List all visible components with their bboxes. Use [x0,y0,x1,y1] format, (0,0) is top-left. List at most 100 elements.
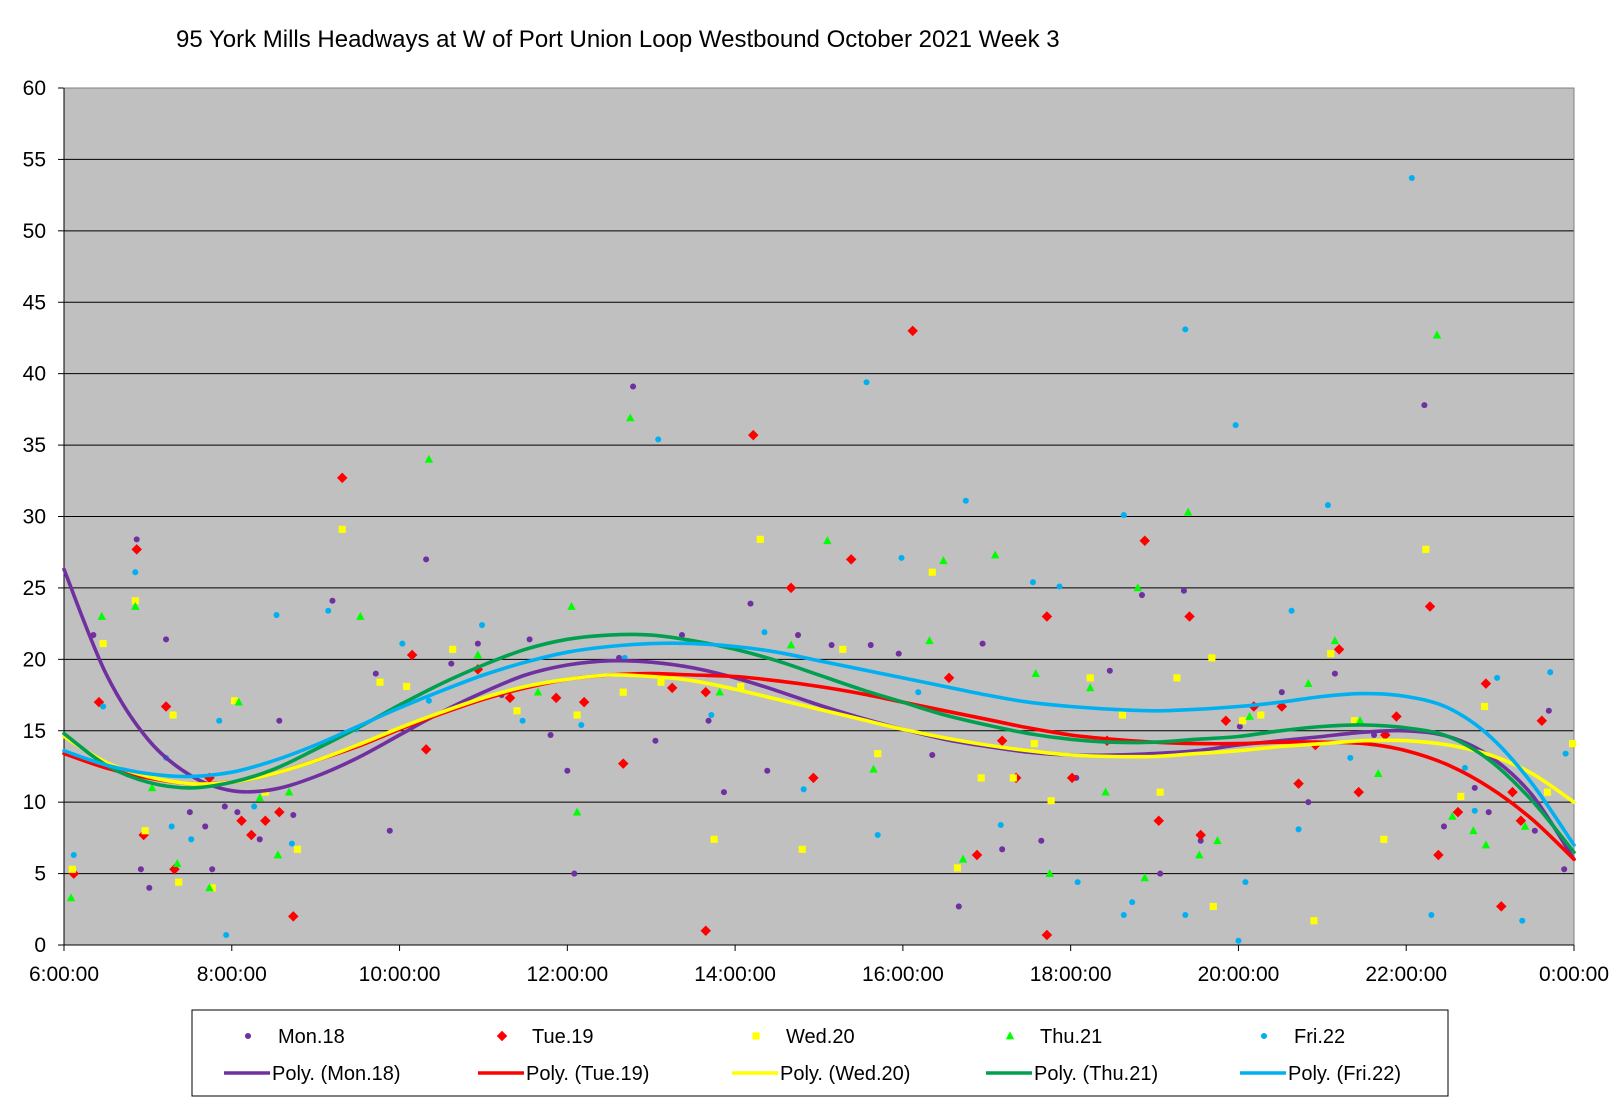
y-tick-label: 45 [23,291,46,314]
data-point [655,436,662,443]
legend-label: Poly. (Tue.19) [526,1063,649,1085]
legend-marker [1005,1031,1015,1040]
data-point [700,925,711,936]
data-point [1374,768,1383,777]
axes: 0 5 10 15 20 25 30 35 40 45 50 55 60 6:00:00 8:00:00 10… [23,77,1609,986]
data-point [863,379,870,386]
data-point [448,660,455,667]
data-point [356,611,365,620]
data-point [424,454,434,463]
data-point [221,803,228,810]
data-point [160,701,172,712]
data-point [1213,836,1222,845]
data-point [1197,837,1204,844]
y-tick-label: 50 [23,220,46,243]
data-point [1066,772,1078,784]
series-1 [90,383,1568,910]
data-point [962,497,969,504]
data-point [1310,917,1318,925]
x-tick-label: 12:00:00 [526,963,608,986]
data-point [895,650,902,657]
data-point [376,678,384,686]
data-point [141,827,149,835]
data-point [1140,873,1149,882]
data-point [874,831,881,839]
data-point [547,732,554,739]
x-tick-label: 0:00:00 [1539,963,1609,986]
data-point [710,835,718,843]
data-point [70,851,77,859]
data-point [420,744,432,755]
legend-label: Fri.22 [1294,1026,1345,1048]
legend: Mon.18 Tue.19 Wed.20 Thu.21 Fri.22 Poly. (Mon… [191,1009,1449,1097]
data-point [1457,792,1465,801]
data-point [256,836,263,843]
y-tick-label: 20 [23,648,46,671]
data-point [1009,774,1017,782]
data-point [1480,702,1489,711]
data-point [1133,583,1142,592]
data-point [1157,870,1164,877]
data-point [329,597,336,604]
data-point [652,737,659,744]
gridlines [64,87,1574,875]
data-point [1519,917,1526,924]
data-point [449,645,457,653]
x-tick-label: 20:00:00 [1198,963,1280,986]
data-point [1469,826,1478,835]
data-point [1120,512,1127,519]
data-point [572,807,582,816]
data-point [1355,716,1365,725]
data-point [979,640,986,647]
data-point [1432,330,1442,339]
data-point [1182,911,1189,919]
data-point [399,640,406,647]
data-point [898,554,905,561]
data-point [666,682,678,694]
data-point [132,569,139,576]
data-point [1520,821,1530,830]
data-point [1424,601,1436,612]
x-tick-label: 22:00:00 [1365,963,1447,986]
data-point [1330,636,1340,645]
data-point [1129,899,1136,906]
chart-title: 95 York Mills Headways at W of Port Unio… [176,26,1060,53]
legend-label: Poly. (Fri.22) [1288,1063,1401,1085]
data-point [618,758,629,769]
data-point [1421,402,1428,409]
data-point [1515,815,1527,826]
data-point [1481,840,1491,849]
y-tick-label: 25 [23,577,46,600]
data-point [1208,654,1216,662]
data-point [1257,711,1265,719]
data-point [1428,911,1435,919]
data-point [234,697,243,706]
data-point [1209,902,1217,911]
data-point [293,845,302,853]
data-point [1182,326,1189,333]
data-point [939,556,948,565]
series-2 [68,325,1548,941]
data-points [66,174,1577,944]
data-point [338,525,346,533]
data-point [1038,837,1045,844]
data-point [1288,607,1295,614]
data-point [1569,740,1577,748]
data-point [205,883,214,892]
legend-label: Poly. (Mon.18) [272,1063,401,1085]
data-point [68,865,76,873]
data-point [1433,849,1444,861]
data-point [1452,806,1464,818]
y-tick-label: 5 [34,863,46,886]
data-point [990,550,1000,559]
data-point [1461,764,1468,771]
data-point [236,815,247,826]
data-point [567,601,576,610]
data-point [1295,826,1302,833]
data-point [216,717,223,724]
data-point [231,697,239,705]
data-point [276,717,283,724]
data-point [1331,670,1338,677]
data-point [619,688,627,696]
